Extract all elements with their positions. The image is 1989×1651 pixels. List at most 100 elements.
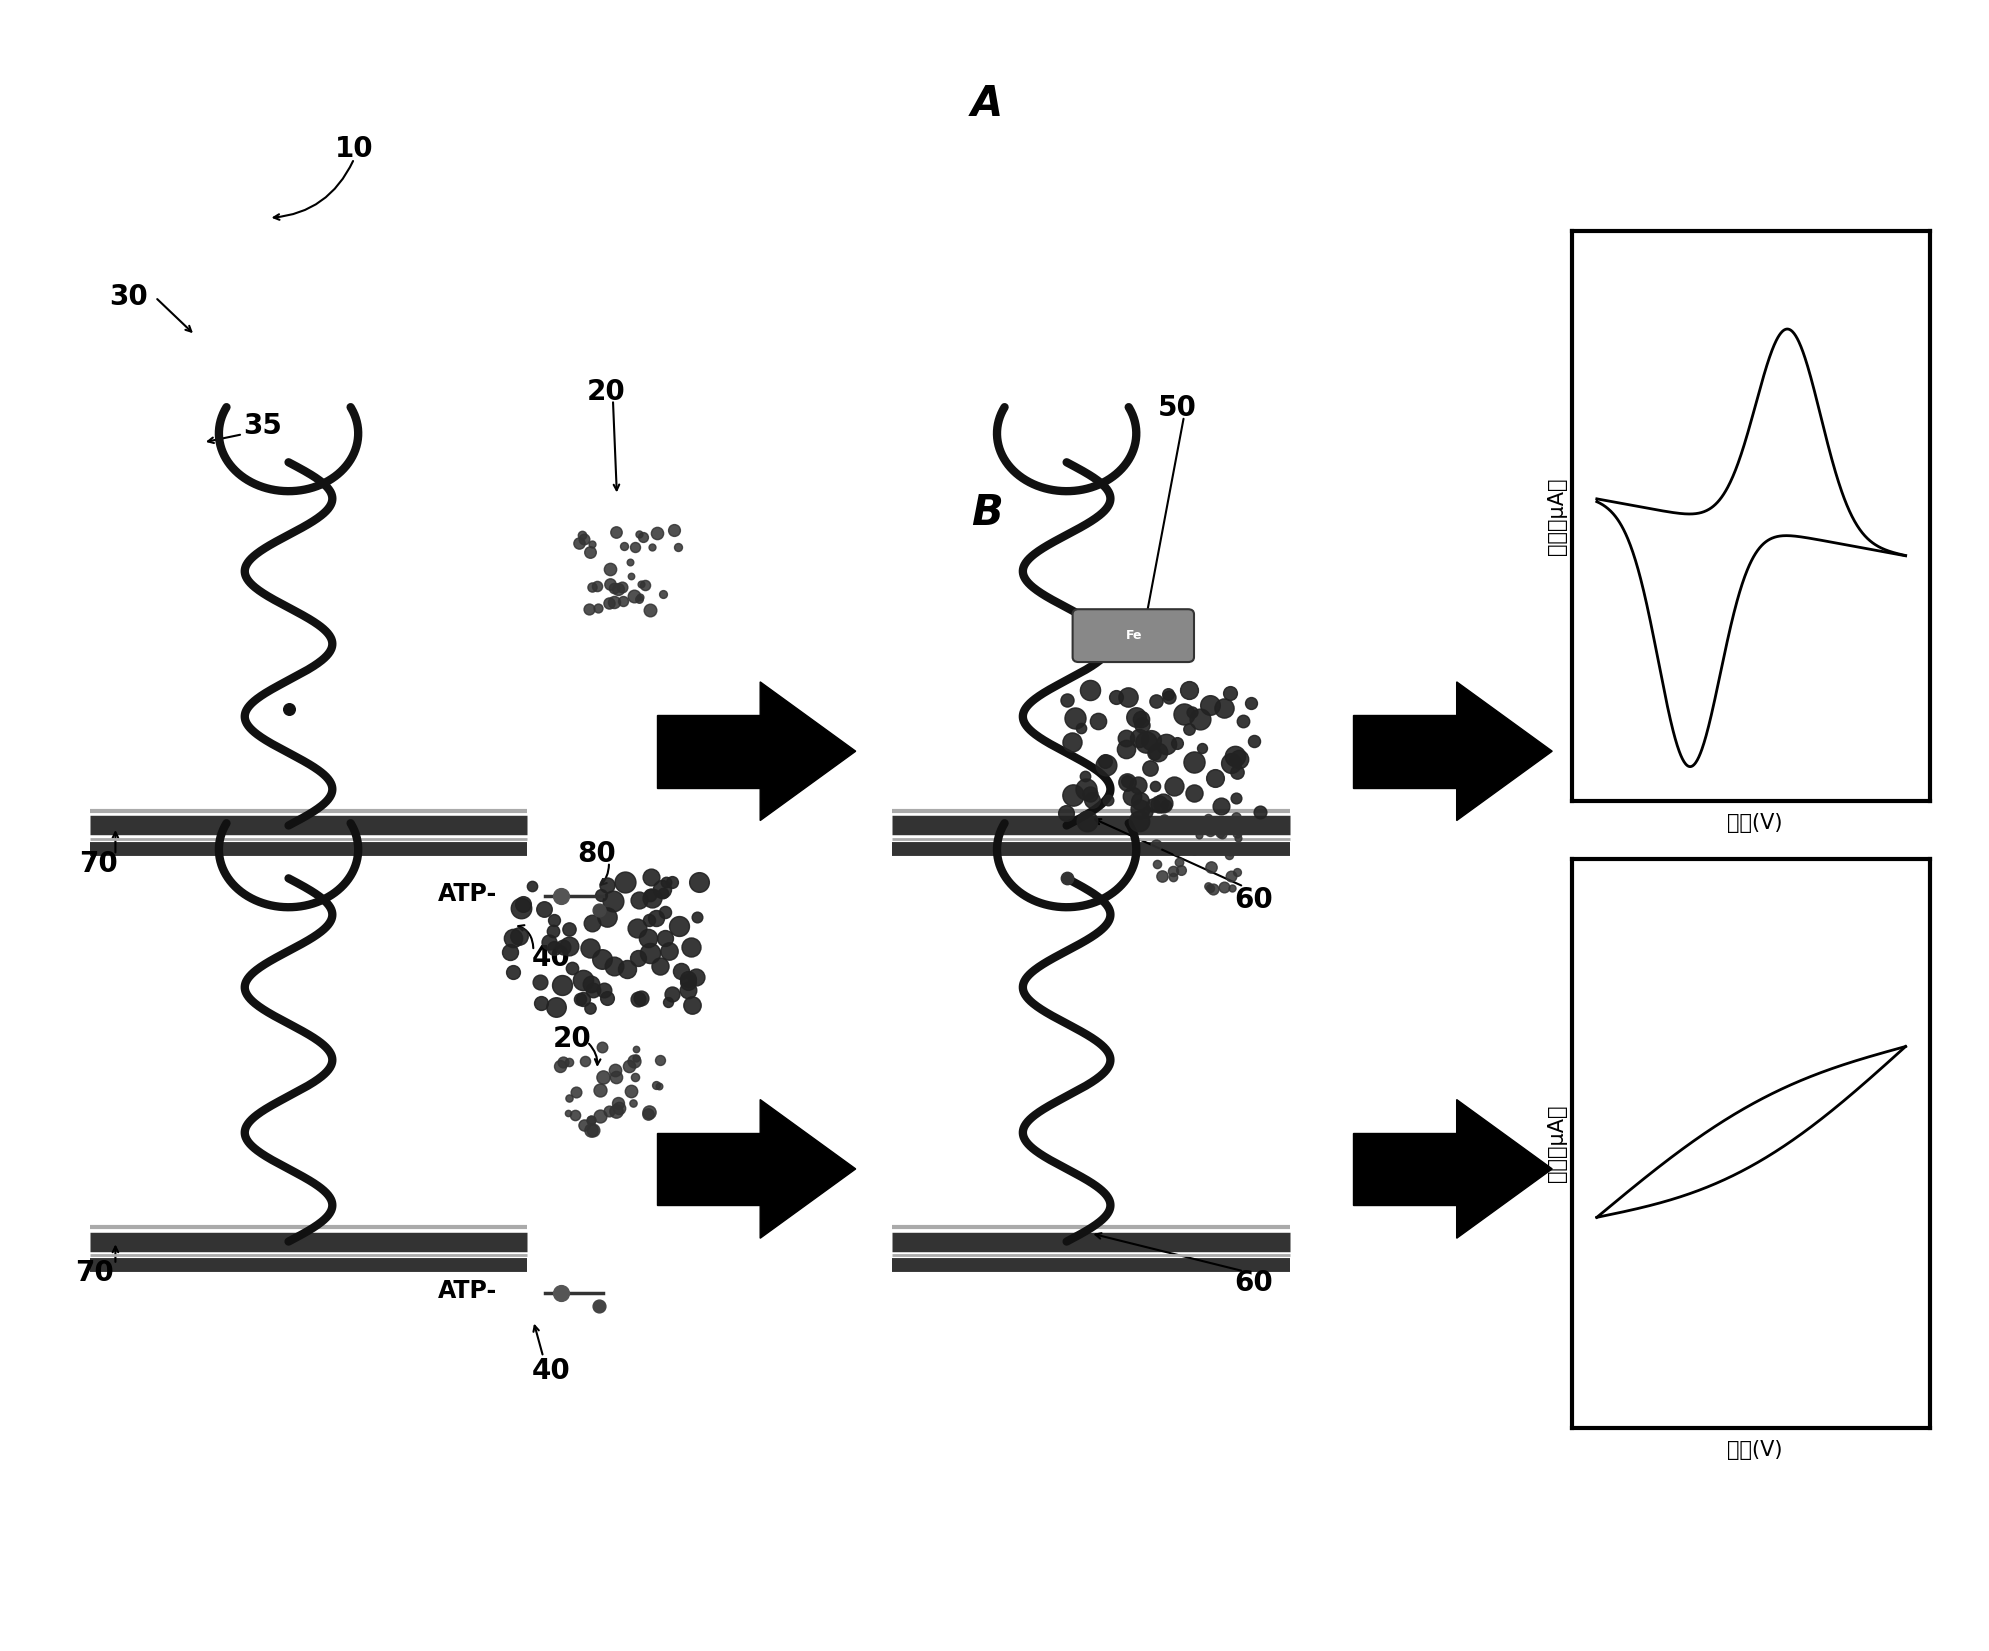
- Point: [1179, 814, 1211, 840]
- Point: [599, 575, 631, 601]
- Point: [1142, 791, 1174, 817]
- Point: [1082, 708, 1114, 735]
- Point: [1136, 792, 1168, 819]
- Point: [1056, 783, 1088, 809]
- Point: [633, 1098, 664, 1124]
- Point: [1142, 738, 1174, 764]
- Point: [621, 915, 652, 941]
- Point: [672, 967, 704, 994]
- Point: [593, 591, 625, 617]
- Point: [1227, 708, 1259, 735]
- Point: [650, 868, 682, 895]
- Point: [615, 548, 646, 575]
- Text: B: B: [971, 492, 1002, 533]
- Point: [601, 1090, 633, 1116]
- Point: [654, 981, 686, 1007]
- Point: [1152, 680, 1183, 707]
- Point: [1243, 799, 1275, 826]
- Point: [1187, 834, 1219, 860]
- Point: [640, 905, 672, 931]
- Point: [652, 938, 684, 964]
- Point: [1070, 776, 1102, 802]
- Point: [1213, 680, 1245, 707]
- Point: [672, 977, 704, 1004]
- Point: [575, 538, 607, 565]
- Point: [1207, 873, 1239, 900]
- Point: [1074, 781, 1106, 807]
- Point: [1160, 839, 1191, 865]
- Point: [587, 946, 619, 972]
- Point: [503, 923, 535, 949]
- Point: [565, 522, 597, 548]
- Point: [1193, 817, 1225, 844]
- Point: [1140, 688, 1172, 715]
- Text: 50: 50: [1158, 395, 1197, 423]
- Point: [1050, 865, 1082, 892]
- Point: [1215, 750, 1247, 776]
- Point: [497, 925, 529, 951]
- Point: [621, 1035, 652, 1062]
- Point: [1219, 786, 1251, 812]
- Point: [563, 530, 595, 556]
- Point: [619, 1065, 650, 1091]
- Point: [553, 1048, 585, 1075]
- Point: [1158, 863, 1189, 890]
- Point: [559, 1103, 591, 1129]
- Point: [537, 906, 569, 933]
- Point: [575, 1106, 607, 1133]
- Point: [553, 933, 585, 959]
- Y-axis label: 电流（μA）: 电流（μA）: [1545, 1105, 1565, 1182]
- Point: [599, 1098, 631, 1124]
- Point: [1219, 804, 1251, 830]
- Text: 35: 35: [243, 413, 282, 441]
- Point: [523, 969, 555, 996]
- Point: [1221, 859, 1253, 885]
- Point: [646, 880, 678, 906]
- Point: [1219, 743, 1251, 769]
- Polygon shape: [656, 715, 760, 788]
- Point: [527, 895, 559, 921]
- Polygon shape: [656, 1133, 760, 1205]
- Text: 70: 70: [80, 850, 117, 878]
- Point: [599, 589, 631, 616]
- Point: [1122, 725, 1154, 751]
- Point: [623, 887, 654, 913]
- Point: [591, 903, 623, 930]
- Point: [553, 915, 585, 941]
- Point: [617, 1090, 648, 1116]
- Point: [1122, 807, 1154, 834]
- Point: [547, 934, 579, 961]
- Point: [1203, 807, 1235, 834]
- Point: [575, 934, 607, 961]
- FancyBboxPatch shape: [1072, 609, 1193, 662]
- Point: [1191, 804, 1223, 830]
- Point: [577, 1116, 609, 1142]
- Point: [617, 1047, 648, 1073]
- Point: [662, 913, 694, 939]
- Point: [1088, 748, 1120, 774]
- Point: [627, 523, 658, 550]
- Y-axis label: 电流（μA）: 电流（μA）: [1545, 477, 1565, 555]
- Point: [625, 986, 656, 1012]
- Point: [1168, 814, 1199, 840]
- Text: Fe: Fe: [1126, 629, 1142, 642]
- Point: [1191, 873, 1223, 900]
- Point: [629, 573, 660, 599]
- Point: [1221, 746, 1253, 773]
- Text: 40: 40: [531, 944, 569, 972]
- Point: [1092, 788, 1124, 814]
- Polygon shape: [760, 682, 855, 821]
- Point: [1205, 792, 1237, 819]
- Point: [634, 939, 666, 966]
- Point: [587, 1063, 619, 1090]
- Text: 10: 10: [334, 135, 374, 163]
- Point: [636, 533, 668, 560]
- Point: [583, 896, 615, 923]
- Point: [1140, 850, 1172, 877]
- Point: [1215, 862, 1247, 888]
- Point: [1215, 875, 1247, 901]
- Polygon shape: [1353, 1133, 1456, 1205]
- Point: [557, 954, 589, 981]
- Point: [1199, 764, 1231, 791]
- Point: [619, 533, 650, 560]
